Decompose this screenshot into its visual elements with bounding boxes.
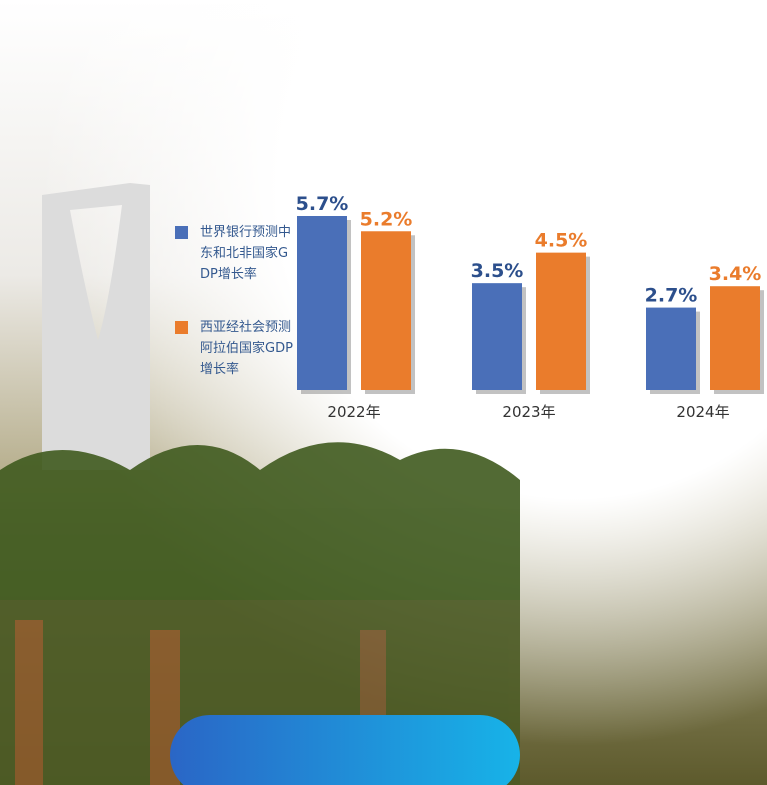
x-tick-label: 2022年 <box>327 403 380 421</box>
legend-label: 世界银行预测中东和北非国家GDP增长率 <box>200 225 292 282</box>
value-label: 5.7% <box>296 193 349 215</box>
legend-item: 西亚经社会预测阿拉伯国家GDP增长率 <box>175 317 295 380</box>
tower <box>42 183 150 470</box>
value-label: 3.5% <box>471 260 524 282</box>
value-label: 2.7% <box>645 285 698 307</box>
legend-label: 西亚经社会预测阿拉伯国家GDP增长率 <box>200 320 293 377</box>
bar <box>646 307 696 390</box>
value-label: 4.5% <box>535 230 588 252</box>
bar <box>710 286 760 390</box>
x-tick-label: 2024年 <box>676 403 729 421</box>
legend-swatch <box>175 226 188 239</box>
bar <box>361 231 411 390</box>
x-tick-label: 2023年 <box>502 403 555 421</box>
legend-swatch <box>175 321 188 334</box>
bar <box>472 283 522 390</box>
bar <box>536 252 586 390</box>
legend-item: 世界银行预测中东和北非国家GDP增长率 <box>175 222 295 285</box>
bar <box>297 216 347 390</box>
value-label: 3.4% <box>709 263 762 285</box>
value-label: 5.2% <box>360 208 413 230</box>
banner <box>170 715 520 785</box>
